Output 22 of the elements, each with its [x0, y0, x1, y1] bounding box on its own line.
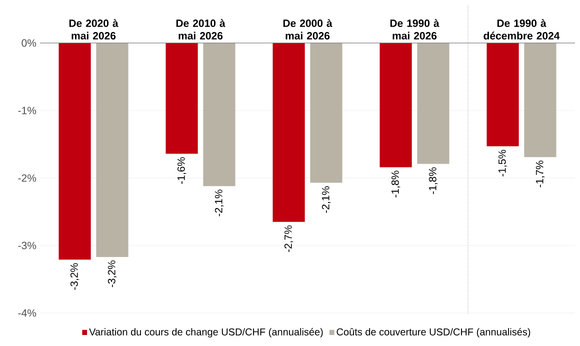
y-tick-label: -4%	[18, 309, 36, 317]
y-tick-label: -3%	[18, 242, 36, 250]
x-tick-label: De 2010 à mai 2026	[176, 19, 226, 40]
x-tick-label: De 1990 à mai 2026	[390, 19, 440, 40]
y-tick-label: -2%	[18, 174, 36, 182]
data-label: -2,1%	[214, 190, 224, 216]
x-tick-label: De 1990 à décembre 2024	[484, 19, 560, 40]
data-label: -1,5%	[498, 150, 508, 176]
y-tick-label: -1%	[18, 106, 36, 114]
legend-label: Variation du cours de change USD/CHF (annualisée)	[89, 328, 323, 338]
legend-label: Coûts de couverture USD/CHF (annualisés)	[336, 328, 530, 338]
data-label: -2,1%	[322, 186, 331, 213]
data-label: -3,2%	[108, 260, 117, 288]
y-tick-label: 0%	[22, 39, 36, 47]
data-label: -2,7%	[284, 225, 294, 252]
x-tick-label: De 2020 à mai 2026	[69, 19, 118, 40]
data-label: -1,8%	[428, 167, 438, 194]
data-label: -3,2%	[70, 263, 80, 290]
data-label: -1,6%	[177, 157, 186, 184]
data-label: -1,7%	[536, 160, 545, 188]
data-label: -1,8%	[391, 170, 400, 198]
x-tick-label: De 2000 à mai 2026	[283, 19, 332, 40]
